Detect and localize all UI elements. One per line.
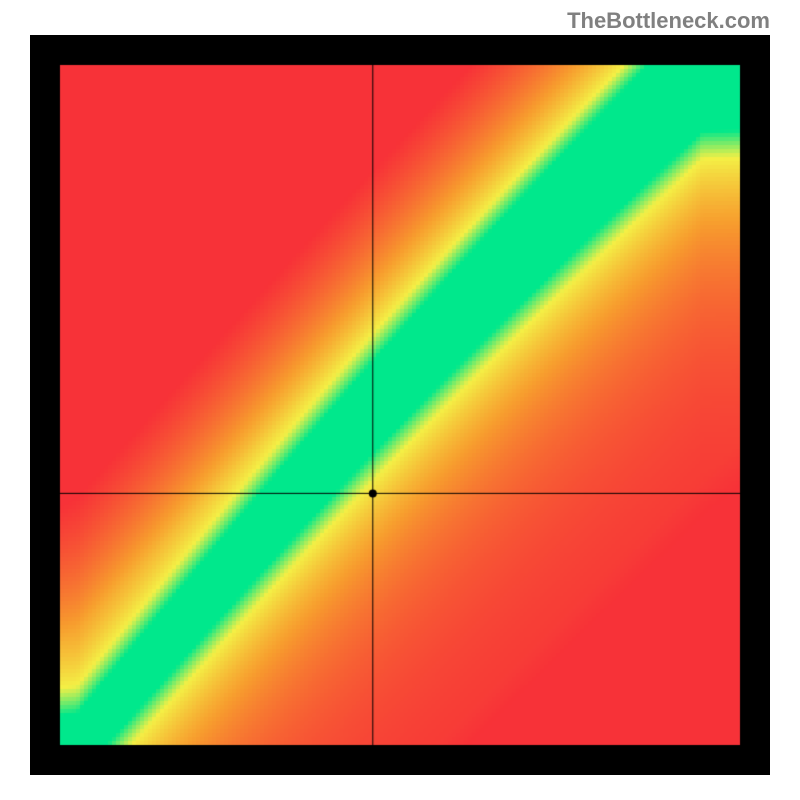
heatmap-chart [30, 35, 770, 775]
watermark-text: TheBottleneck.com [567, 8, 770, 34]
